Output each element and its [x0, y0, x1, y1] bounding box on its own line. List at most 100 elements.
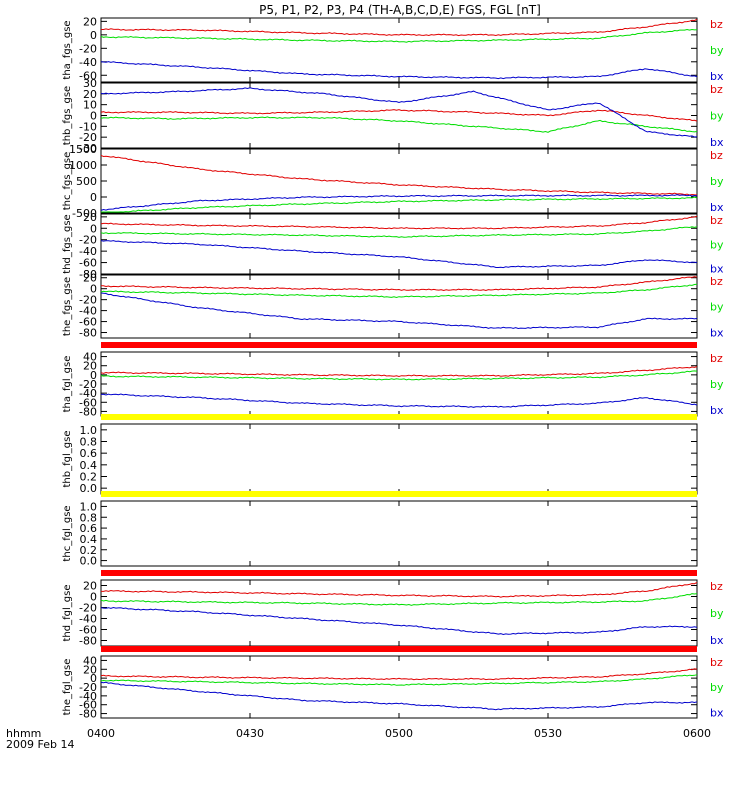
panel-frame	[100, 82, 698, 149]
panel-frame	[100, 148, 698, 214]
panel-frame	[100, 500, 698, 567]
y-tick-label: -80	[79, 635, 97, 648]
y-tick-label: 0	[90, 222, 97, 235]
y-tick-label: 1.0	[80, 424, 98, 437]
legend-bx: bx	[710, 634, 724, 647]
y-tick-label: 1000	[69, 159, 97, 172]
y-tick-label: -500	[72, 207, 97, 220]
series-bx-line	[100, 194, 698, 211]
y-tick-label: 20	[83, 360, 97, 373]
y-tick-label: 0	[90, 110, 97, 123]
y-tick-label: -20	[79, 681, 97, 694]
legend-bx: bx	[710, 326, 724, 339]
y-tick-label: -40	[79, 613, 97, 626]
legend-bx: bx	[710, 136, 724, 149]
panel-thb_fgl_gse: 1.00.80.60.40.20.0 thb_fgl_gse	[62, 414, 698, 495]
series-bx-line	[100, 292, 698, 330]
y-tick-label: 40	[83, 654, 97, 667]
y-tick-label: -80	[79, 405, 97, 418]
series-by-line	[100, 226, 698, 238]
y-axis-label: the_fgl_gse	[62, 659, 73, 716]
x-tick-label: 0530	[534, 727, 562, 740]
y-tick-label: -60	[79, 257, 97, 270]
series-by-line	[100, 116, 698, 133]
y-tick-label: -40	[79, 387, 97, 400]
series-bz-line	[100, 276, 698, 292]
y-tick-label: -20	[79, 42, 97, 55]
series-bz-line	[100, 366, 698, 378]
y-tick-label: 0.8	[80, 436, 98, 449]
y-tick-label: -20	[79, 602, 97, 615]
legend-bz: bz	[710, 18, 723, 31]
y-tick-label: -20	[79, 294, 97, 307]
y-tick-label: 0	[90, 369, 97, 382]
y-tick-label: -60	[79, 699, 97, 712]
series-bz-line	[100, 109, 698, 122]
legend-bx: bx	[710, 201, 724, 214]
series-bz-line	[101, 581, 698, 598]
legend-by: by	[710, 110, 724, 123]
y-axis-label: tha_fgs_gse	[62, 20, 73, 79]
y-tick-label: 30	[83, 77, 97, 90]
series-by-line	[100, 593, 698, 606]
y-tick-label: 0	[90, 191, 97, 204]
y-tick-label: 0	[90, 591, 97, 604]
legend-bz: bz	[710, 352, 723, 365]
series-by-line	[100, 674, 698, 686]
y-tick-label: 20	[83, 272, 97, 285]
legend-bz: bz	[710, 149, 723, 162]
y-tick-label: -60	[79, 624, 97, 637]
panel-tha_fgs_gse: 200-20-40-60 tha_fgs_gse bz by bx	[62, 15, 724, 83]
series-bz-line	[101, 18, 698, 37]
time-axis: 0400 0430 0500 0530 0600	[87, 727, 711, 740]
y-tick-label: 0.4	[80, 459, 98, 472]
data-availability-bar	[101, 342, 697, 348]
legend-bx: bx	[710, 263, 724, 276]
y-tick-label: 10	[83, 99, 97, 112]
y-axis-label: thb_fgl_gse	[62, 431, 73, 488]
y-axis-label: thd_fgs_gse	[62, 214, 73, 273]
y-tick-label: 20	[83, 15, 97, 28]
y-tick-label: -60	[79, 396, 97, 409]
x-axis-label-unit: hhmm	[6, 727, 41, 740]
y-tick-label: -20	[79, 378, 97, 391]
y-tick-label: 1.0	[80, 500, 98, 513]
y-tick-label: 0.6	[80, 522, 98, 535]
panel-frame	[100, 579, 698, 647]
series-by-line	[100, 283, 698, 299]
panel-frame	[100, 423, 698, 495]
legend-bz: bz	[710, 580, 723, 593]
y-tick-label: -80	[79, 268, 97, 281]
legend-by: by	[710, 301, 724, 314]
panel-frame	[100, 17, 698, 83]
plot-title: P5, P1, P2, P3, P4 (TH-A,B,C,D,E) FGS, F…	[259, 3, 541, 17]
y-axis-label: thc_fgs_gse	[62, 152, 73, 211]
series-by-line	[101, 196, 698, 213]
y-tick-label: -60	[79, 316, 97, 329]
y-tick-label: 20	[83, 88, 97, 101]
y-tick-label: 0.8	[80, 511, 98, 524]
y-tick-label: 40	[83, 351, 97, 364]
y-tick-label: 20	[83, 580, 97, 593]
series-bx-line	[100, 61, 698, 80]
y-axis-label: thd_fgl_gse	[62, 585, 73, 642]
y-tick-label: 20	[83, 663, 97, 676]
y-tick-label: 0	[90, 672, 97, 685]
y-tick-label: 0.6	[80, 447, 98, 460]
panel-thc_fgl_gse: 1.00.80.60.40.20.0 thc_fgl_gse	[62, 491, 698, 568]
y-tick-label: 0	[90, 29, 97, 42]
series-bx-line	[100, 87, 698, 138]
y-tick-label: 0.0	[80, 482, 98, 495]
legend-by: by	[710, 238, 724, 251]
y-tick-label: 0.4	[80, 533, 98, 546]
series-by-line	[100, 28, 698, 43]
legend-by: by	[710, 607, 724, 620]
y-tick-label: 0	[90, 283, 97, 296]
y-tick-label: 0.2	[80, 471, 98, 484]
y-tick-label: -40	[79, 690, 97, 703]
series-bx-line	[100, 681, 698, 711]
data-availability-bar	[101, 491, 697, 497]
legend-by: by	[710, 681, 724, 694]
